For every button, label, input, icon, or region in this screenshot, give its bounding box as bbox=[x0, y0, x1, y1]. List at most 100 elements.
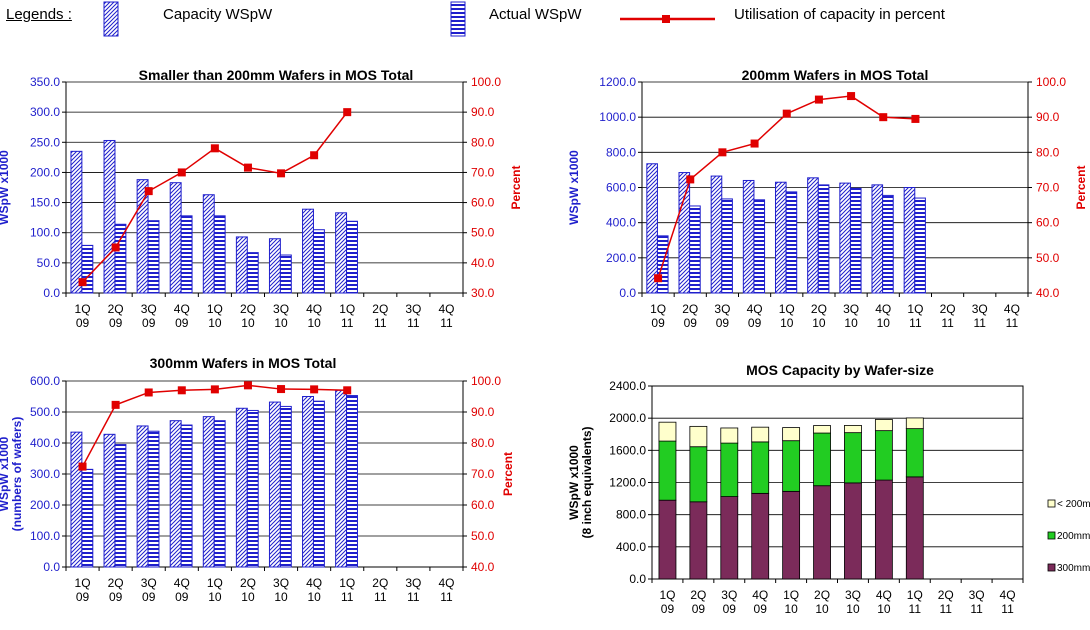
mm300-y2tick-label: 70.0 bbox=[471, 467, 495, 481]
bysize-legend-swatch bbox=[1047, 499, 1056, 508]
mm200-capacity-bar bbox=[742, 179, 755, 294]
bysize-xtick-label: 10 bbox=[877, 602, 891, 616]
smaller200-ylabel: WSpW x1000 bbox=[0, 150, 11, 225]
smaller200-xtick-label: 2Q bbox=[372, 302, 388, 316]
bysize-ylabel: WSpW x1000(8 inch equivalents) bbox=[567, 426, 594, 538]
bysize-ylabel-line: (8 inch equivalents) bbox=[580, 426, 594, 538]
mm300-utilisation-point bbox=[343, 386, 352, 395]
mm200-xtick-label: 10 bbox=[780, 316, 794, 330]
mm200-xtick-label: 11 bbox=[1006, 316, 1019, 330]
mm200-y2label: Percent bbox=[1074, 165, 1088, 209]
mm200-actual-bar bbox=[753, 199, 766, 294]
smaller200-y2tick-label: 70.0 bbox=[471, 165, 495, 179]
mm300-actual-bar bbox=[346, 395, 358, 568]
bysize-bar-300mm bbox=[751, 492, 770, 580]
smaller200-capacity-bar bbox=[302, 208, 314, 294]
legend-actual-label: Actual WSpW bbox=[489, 6, 582, 23]
mm300-actual-bar bbox=[114, 444, 127, 568]
smaller200-xtick-label: 09 bbox=[175, 316, 189, 330]
mm200-xtick-label: 2Q bbox=[811, 302, 827, 316]
bysize-title: MOS Capacity by Wafer-size bbox=[746, 362, 934, 378]
smaller200-capacity-bar bbox=[202, 194, 215, 294]
smaller200-xtick-label: 11 bbox=[407, 316, 420, 330]
mm300-xtick-label: 10 bbox=[241, 590, 255, 604]
mm200-xtick-label: 10 bbox=[844, 316, 858, 330]
smaller200-xtick-label: 10 bbox=[241, 316, 255, 330]
smaller200-y2tick-label: 60.0 bbox=[471, 196, 495, 210]
smaller200-utilisation-point bbox=[243, 163, 252, 172]
smaller200-xtick-label: 10 bbox=[208, 316, 222, 330]
mm200-capacity-bar bbox=[903, 187, 916, 294]
bysize-xtick-label: 11 bbox=[1001, 602, 1014, 616]
bysize-ytick-label: 800.0 bbox=[616, 508, 646, 522]
bysize-bar-lt200mm bbox=[658, 421, 677, 442]
bysize-xtick-label: 4Q bbox=[1000, 588, 1016, 602]
legend-utilisation-label: Utilisation of capacity in percent bbox=[734, 6, 945, 23]
mm200-xtick-label: 3Q bbox=[843, 302, 859, 316]
mm200-xtick-label: 11 bbox=[909, 316, 922, 330]
bysize-bar-200mm bbox=[874, 430, 893, 481]
mm200-capacity-bar bbox=[678, 172, 691, 294]
mm300-capacity-bar bbox=[268, 401, 281, 568]
mm300-utilisation-point bbox=[78, 462, 87, 471]
mm200-xtick-label: 4Q bbox=[747, 302, 763, 316]
mm200-utilisation-point bbox=[750, 139, 759, 148]
mm200-actual-bar bbox=[914, 197, 926, 294]
mm200-actual-bar bbox=[849, 187, 862, 294]
bysize-xtick-label: 09 bbox=[723, 602, 737, 616]
bysize-legend-swatch bbox=[1047, 531, 1056, 540]
smaller200-actual-bar bbox=[180, 215, 193, 294]
mm200-ytick-label: 600.0 bbox=[606, 181, 636, 195]
mm200-xtick-label: 3Q bbox=[972, 302, 988, 316]
mm200-ytick-label: 800.0 bbox=[606, 145, 636, 159]
mm200-ytick-label: 400.0 bbox=[606, 216, 636, 230]
mm200-ytick-label: 0.0 bbox=[619, 286, 636, 300]
mm200-xtick-label: 10 bbox=[812, 316, 826, 330]
smaller200-title: Smaller than 200mm Wafers in MOS Total bbox=[139, 67, 414, 83]
mm300-xtick-label: 4Q bbox=[306, 576, 322, 590]
mm200-capacity-bar bbox=[839, 182, 851, 294]
mm200-xtick-label: 1Q bbox=[907, 302, 923, 316]
smaller200-xtick-label: 4Q bbox=[438, 302, 454, 316]
mm300-xtick-label: 3Q bbox=[141, 576, 157, 590]
mm200-capacity-bar bbox=[710, 175, 723, 294]
mm200-xtick-label: 1Q bbox=[650, 302, 666, 316]
bysize-bar-200mm bbox=[782, 440, 801, 492]
smaller200-xtick-label: 11 bbox=[374, 316, 387, 330]
mm200-capacity-bar bbox=[774, 181, 787, 294]
smaller200-ytick-label: 150.0 bbox=[30, 196, 60, 210]
smaller200-xtick-label: 3Q bbox=[141, 302, 157, 316]
mm200-y2tick-label: 40.0 bbox=[1036, 286, 1060, 300]
smaller200-xtick-label: 1Q bbox=[75, 302, 91, 316]
bysize-xtick-label: 3Q bbox=[721, 588, 737, 602]
bysize-bar-lt200mm bbox=[844, 425, 862, 434]
mm300-xtick-label: 10 bbox=[274, 590, 288, 604]
bysize-bar-300mm bbox=[813, 485, 831, 580]
bysize-bar-200mm bbox=[813, 432, 831, 487]
mm300-xtick-label: 09 bbox=[175, 590, 189, 604]
bysize-legend-label: < 200mm bbox=[1057, 499, 1090, 510]
mm300-xtick-label: 2Q bbox=[240, 576, 256, 590]
bysize-bar-300mm bbox=[874, 479, 893, 580]
mm200-y2tick-label: 60.0 bbox=[1036, 216, 1060, 230]
smaller200-ytick-label: 200.0 bbox=[30, 165, 60, 179]
bysize-legend-label: 300mm bbox=[1057, 563, 1090, 574]
smaller200-y2tick-label: 100.0 bbox=[471, 75, 501, 89]
mm200-actual-bar bbox=[721, 198, 733, 294]
mm200-y2tick-label: 90.0 bbox=[1036, 110, 1060, 124]
bysize-bar-300mm bbox=[720, 496, 739, 580]
bysize-bar-200mm bbox=[720, 442, 739, 497]
mm200-y2tick-label: 50.0 bbox=[1036, 251, 1060, 265]
mm300-actual-bar bbox=[246, 409, 259, 568]
bysize-ytick-label: 400.0 bbox=[616, 540, 646, 554]
mm300-ytick-label: 400.0 bbox=[30, 436, 60, 450]
smaller200-actual-bar bbox=[114, 223, 127, 294]
smaller200-xtick-label: 09 bbox=[76, 316, 90, 330]
mm300-xtick-label: 10 bbox=[307, 590, 321, 604]
mm300-capacity-bar bbox=[169, 420, 182, 568]
mm200-utilisation-point bbox=[911, 114, 920, 123]
bysize-xtick-label: 11 bbox=[939, 602, 952, 616]
mm200-xtick-label: 3Q bbox=[714, 302, 730, 316]
mm300-ytick-label: 600.0 bbox=[30, 374, 60, 388]
smaller200-ytick-label: 300.0 bbox=[30, 105, 60, 119]
